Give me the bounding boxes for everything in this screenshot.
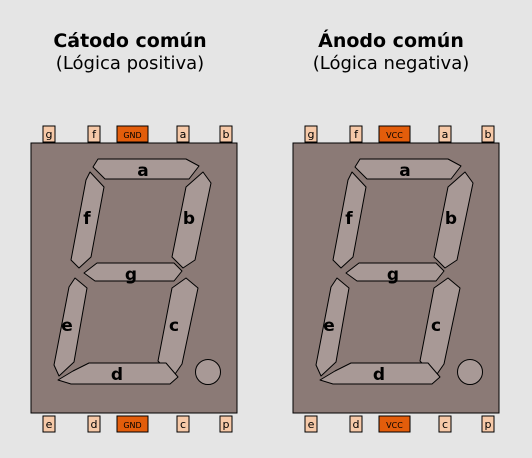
display-1-top-pin-label-1: g [46, 128, 53, 141]
display-2-segment-a: a [354, 158, 462, 181]
display-2-top-pin-2: f [349, 125, 363, 143]
display-2-segment-label-e: e [323, 316, 335, 336]
display-2-segment-label-a: a [399, 161, 410, 181]
display-1-top-pin-3: GND [116, 125, 149, 143]
display-1-bottom-pin-label-1: e [46, 418, 53, 431]
display-2: g f VCC a b e d VCC c p a b c d e f g [292, 125, 500, 433]
display-1-decimal-point [195, 359, 221, 385]
display-1-subtitle: (Lógica positiva) [55, 53, 205, 74]
display-1-segment-a: a [92, 158, 200, 181]
display-2-bottom-pin-5: p [481, 415, 495, 433]
display-1-segment-g: g [83, 262, 183, 285]
display-2-top-pin-5: b [481, 125, 495, 143]
display-2-top-pin-label-1: g [308, 128, 315, 141]
display-2-bottom-pin-label-4: c [442, 418, 448, 431]
display-1-segment-label-e: e [61, 316, 73, 336]
display-1-segment-label-g: g [125, 265, 137, 285]
display-2-bottom-pin-label-2: d [353, 418, 360, 431]
display-1-bottom-pin-label-5: p [223, 418, 230, 431]
display-2-segment-label-f: f [345, 209, 353, 229]
display-1-top-pin-label-2: f [92, 128, 97, 141]
display-1: g f GND a b e d GND c p a b c d e f g [30, 125, 238, 433]
display-2-bottom-pin-label-5: p [485, 418, 492, 431]
display-1-segment-label-c: c [169, 316, 179, 336]
display-2-bottom-pin-label-1: e [308, 418, 315, 431]
display-1-top-pin-1: g [42, 125, 56, 143]
display-1-segment-e: e [53, 277, 88, 377]
display-2-top-pin-1: g [304, 125, 318, 143]
display-1-bottom-pin-label-3: GND [123, 421, 141, 430]
display-2-segment-f: f [332, 171, 367, 269]
display-1-top-pin-label-4: a [180, 128, 187, 141]
display-1-bottom-pin-label-2: d [91, 418, 98, 431]
display-2-top-pin-label-5: b [485, 128, 492, 141]
display-2-bottom-pin-2: d [349, 415, 363, 433]
display-1-bottom-pin-1: e [42, 415, 56, 433]
display-1-segment-label-a: a [137, 161, 148, 181]
display-1-bottom-pin-3: GND [116, 415, 149, 433]
display-1-top-pin-5: b [219, 125, 233, 143]
display-2-title: Ánodo común [318, 30, 464, 52]
display-2-segment-label-b: b [445, 209, 457, 229]
display-2-top-pin-label-4: a [442, 128, 449, 141]
display-2-top-pin-label-2: f [354, 128, 359, 141]
display-1-top-pin-label-3: GND [123, 131, 141, 140]
display-2-segment-d: d [319, 362, 441, 385]
display-2-top-pin-3: VCC [378, 125, 411, 143]
display-2-bottom-pin-1: e [304, 415, 318, 433]
display-1-bottom-pin-2: d [87, 415, 101, 433]
display-1-bottom-pin-label-4: c [180, 418, 186, 431]
display-1-bottom-pin-4: c [176, 415, 190, 433]
display-1-segment-d: d [57, 362, 179, 385]
display-1-top-pin-4: a [176, 125, 190, 143]
display-2-bottom-pin-4: c [438, 415, 452, 433]
display-2-top-pin-4: a [438, 125, 452, 143]
display-2-segment-label-c: c [431, 316, 441, 336]
display-1-segment-label-b: b [183, 209, 195, 229]
display-2-bottom-pin-label-3: VCC [386, 421, 403, 430]
display-2-segment-label-d: d [373, 365, 385, 385]
display-2-segment-label-g: g [387, 265, 399, 285]
display-1-segment-label-d: d [111, 365, 123, 385]
display-1-title: Cátodo común [53, 30, 207, 52]
display-1-segment-f: f [70, 171, 105, 269]
display-1-bottom-pin-5: p [219, 415, 233, 433]
display-1-top-pin-2: f [87, 125, 101, 143]
display-1-segment-label-f: f [83, 209, 91, 229]
display-2-segment-e: e [315, 277, 350, 377]
display-1-segment-b: b [171, 171, 212, 269]
display-2-bottom-pin-3: VCC [378, 415, 411, 433]
display-2-top-pin-label-3: VCC [386, 131, 403, 140]
display-2-segment-g: g [345, 262, 445, 285]
display-1-top-pin-label-5: b [223, 128, 230, 141]
display-2-decimal-point [457, 359, 483, 385]
display-2-segment-b: b [433, 171, 474, 269]
display-2-subtitle: (Lógica negativa) [312, 53, 470, 74]
